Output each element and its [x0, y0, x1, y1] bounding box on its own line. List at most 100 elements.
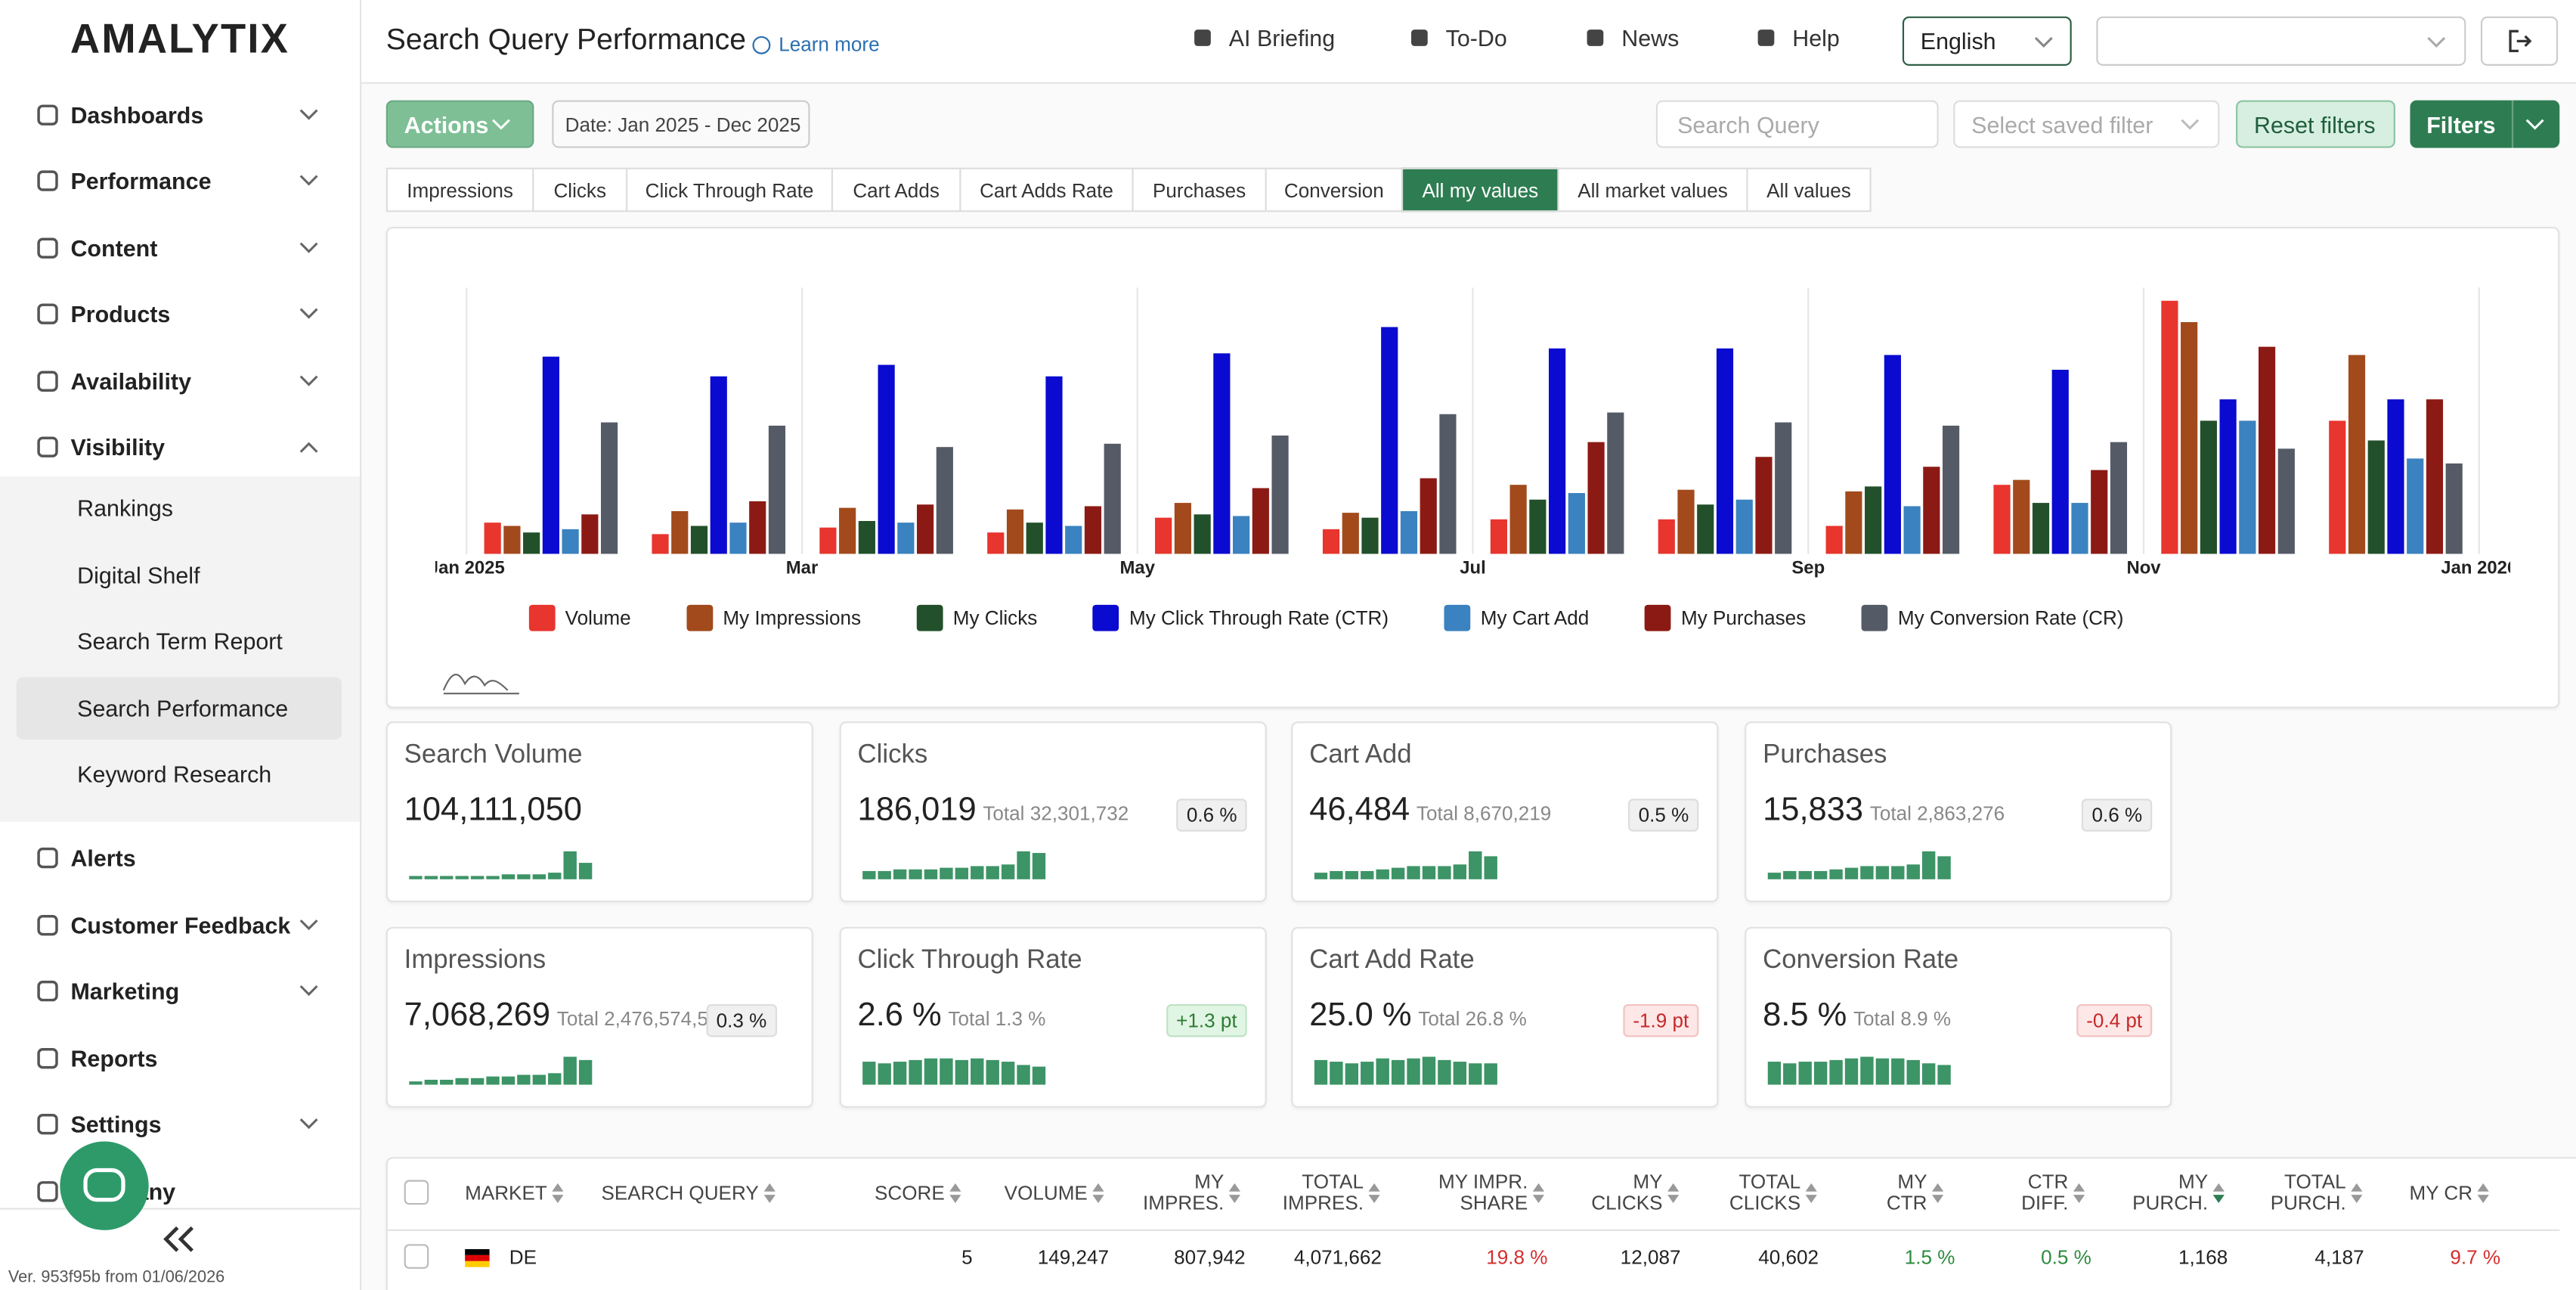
bar [2445, 463, 2463, 554]
tab[interactable]: Impressions [385, 167, 534, 212]
legend-item[interactable]: My Clicks [916, 604, 1037, 631]
sparkline-bar [440, 876, 454, 879]
legend-item[interactable]: My Impressions [686, 604, 861, 631]
tab[interactable]: Click Through Rate [626, 167, 833, 212]
checkbox[interactable] [404, 1244, 429, 1269]
menu-icon [37, 1047, 58, 1068]
menu-item[interactable]: Marketing [0, 975, 179, 1007]
tab[interactable]: Purchases [1132, 167, 1267, 212]
bar [897, 523, 915, 554]
submenu-item[interactable]: Search Performance [77, 691, 288, 724]
tab-label: All market values [1577, 178, 1728, 202]
submenu-item[interactable]: Digital Shelf [77, 558, 200, 591]
search-input[interactable]: Search Query [1655, 100, 1939, 148]
menu-item[interactable]: Content [0, 231, 157, 264]
column-header[interactable]: SEARCH QUERY [601, 1171, 776, 1217]
chat-button[interactable] [59, 1140, 150, 1231]
legend-swatch [1093, 604, 1119, 631]
reset-filters[interactable]: Reset filters [2236, 100, 2395, 148]
menu-item[interactable]: Customer Feedback [0, 908, 290, 941]
tab[interactable]: All my values [1401, 167, 1559, 212]
legend-item[interactable]: My Cart Add [1444, 604, 1589, 631]
tab[interactable]: Cart Adds [831, 167, 961, 212]
actions-button-text: Actions [404, 110, 489, 138]
sparkline-bar [1407, 866, 1420, 879]
menu-item[interactable]: Alerts [0, 842, 135, 874]
chevron [2525, 119, 2544, 130]
column-header[interactable]: MY IMPR. SHARE [1438, 1171, 1545, 1217]
tab[interactable]: All market values [1557, 167, 1748, 212]
column-header[interactable]: TOTAL CLICKS [1729, 1171, 1817, 1217]
language-select[interactable]: English [1902, 16, 2072, 66]
date-filter[interactable]: Date: Jan 2025 - Dec 2025 [552, 100, 810, 148]
menu-item[interactable]: Visibility [0, 430, 165, 463]
menu-item[interactable]: Settings [0, 1109, 161, 1141]
column-header[interactable]: CTR DIFF. [2021, 1171, 2085, 1217]
filters-button[interactable]: Filters [2410, 100, 2513, 148]
column-header[interactable]: SCORE [875, 1171, 961, 1217]
sparkline-bar [1391, 867, 1405, 879]
kpi-value-row: 25.0 % Total 26.8 % [1309, 997, 1527, 1035]
sparkline-bar [1484, 856, 1497, 879]
search-input-text: Search Query [1677, 110, 1819, 138]
header-line: SHARE [1460, 1191, 1528, 1215]
submenu-item[interactable]: Keyword Research [77, 758, 271, 790]
icon-shape [37, 303, 58, 325]
kpi-value-row: 8.5 % Total 8.9 % [1763, 997, 1951, 1035]
menu-item[interactable]: Reports [0, 1042, 157, 1074]
reset-filters-text: Reset filters [2253, 110, 2376, 138]
column-header[interactable]: MY CLICKS [1591, 1171, 1680, 1217]
checkbox[interactable] [404, 1180, 429, 1205]
kpi-value: 25.0 % [1309, 997, 1412, 1034]
sparkline-bar [1484, 1063, 1497, 1085]
logout-button[interactable] [2480, 16, 2559, 66]
column-header[interactable]: MY PURCH. [2132, 1171, 2225, 1217]
tab[interactable]: Cart Adds Rate [959, 167, 1134, 212]
menu-item[interactable]: Products [0, 298, 170, 330]
menu-item[interactable]: Availability [0, 364, 191, 397]
column-header[interactable]: TOTAL IMPRES. [1283, 1171, 1380, 1217]
chat-circle [60, 1141, 149, 1230]
nav-item[interactable]: To-Do [1411, 25, 1507, 51]
sparkline [862, 851, 1046, 879]
table-cell: 4,071,662 [1293, 1245, 1382, 1269]
menu-item[interactable]: Performance [0, 165, 211, 197]
tab[interactable]: Conversion [1265, 167, 1404, 212]
sparkline-bar [1906, 864, 1920, 879]
legend-label: My Click Through Rate (CTR) [1129, 606, 1389, 630]
column-header[interactable]: VOLUME [1005, 1171, 1104, 1217]
column-header[interactable]: MY CTR [1887, 1171, 1944, 1217]
sparkline-bar [955, 1059, 969, 1085]
bar [542, 356, 559, 554]
column-header[interactable]: MY IMPRES. [1143, 1171, 1240, 1217]
sort-icon [1368, 1183, 1380, 1203]
bar [1568, 493, 1585, 554]
nav-item[interactable]: News [1587, 25, 1679, 51]
column-header[interactable]: TOTAL PURCH. [2271, 1171, 2363, 1217]
legend-item[interactable]: My Click Through Rate (CTR) [1093, 604, 1389, 631]
filters-dropdown[interactable] [2512, 100, 2560, 148]
nav-item[interactable]: Help [1757, 25, 1840, 51]
sparkline-bar [424, 1079, 438, 1085]
saved-filter[interactable]: Select saved filter [1953, 100, 2220, 148]
submenu-item[interactable]: Rankings [77, 492, 173, 524]
tab[interactable]: Clicks [532, 167, 628, 212]
collapse-button[interactable] [161, 1224, 197, 1254]
bar [562, 529, 579, 554]
legend-item[interactable]: My Purchases [1645, 604, 1806, 631]
nav-item[interactable]: AI Briefing [1194, 25, 1335, 51]
bar [1252, 488, 1269, 554]
legend-item[interactable]: My Conversion Rate (CR) [1862, 604, 2124, 631]
header-label: MY PURCH. [2132, 1171, 2208, 1215]
legend-item[interactable]: Volume [528, 604, 631, 631]
submenu-item[interactable]: Search Term Report [77, 625, 283, 657]
bar [1755, 457, 1773, 554]
column-header[interactable]: MY CR [2409, 1171, 2489, 1217]
account-select[interactable] [2096, 16, 2466, 66]
learn-more[interactable]: Learn more [752, 33, 880, 56]
menu-icon [37, 1114, 58, 1136]
menu-item[interactable]: Dashboards [0, 98, 203, 131]
tab[interactable]: All values [1746, 167, 1872, 212]
column-header[interactable]: MARKET [465, 1171, 564, 1217]
actions-button[interactable]: Actions [385, 100, 534, 148]
